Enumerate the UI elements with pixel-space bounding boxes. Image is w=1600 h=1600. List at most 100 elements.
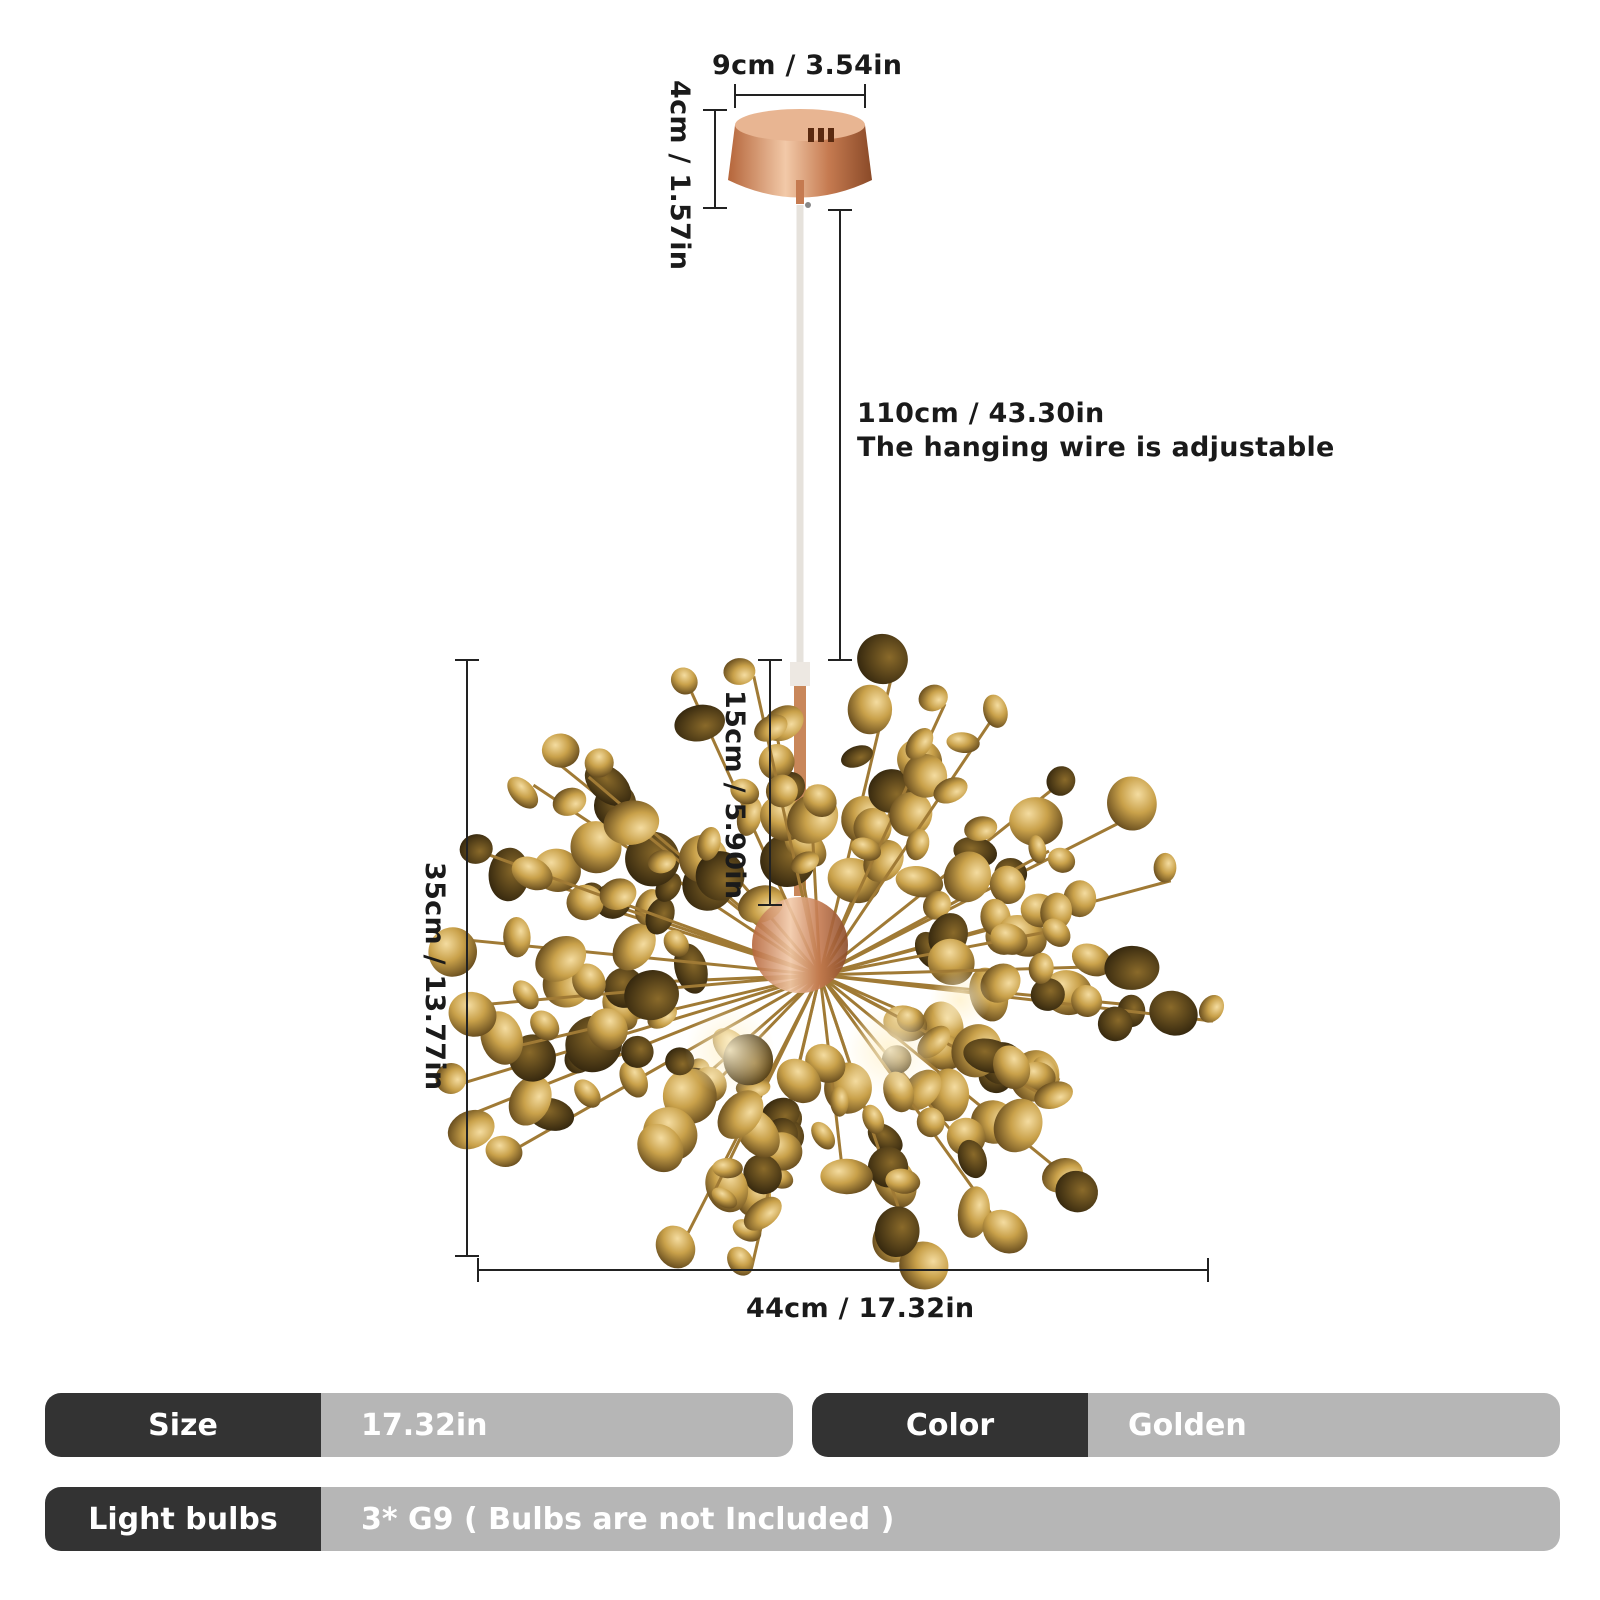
leaf-disc <box>993 1098 1043 1153</box>
leaf-disc <box>1149 990 1198 1036</box>
leaf-disc <box>1097 1006 1133 1042</box>
leaf-disc <box>847 684 893 735</box>
leaf-stem <box>819 973 1214 1023</box>
leaf-disc <box>572 963 606 1000</box>
spec-color-row: Color Golden <box>812 1393 1560 1457</box>
leaf-disc <box>736 796 763 836</box>
leaf-disc <box>946 732 980 753</box>
leaf-disc <box>874 1206 920 1258</box>
leaf-disc <box>552 787 587 816</box>
leaf-disc <box>811 1121 836 1150</box>
leaf-disc <box>1047 847 1076 873</box>
leaf-disc <box>830 1086 849 1117</box>
leaf-disc <box>905 828 930 861</box>
leaf-disc <box>899 1241 949 1290</box>
fixture-height-label: 35cm / 13.77in <box>419 862 450 1091</box>
ceiling-canopy <box>728 109 872 208</box>
leaf-disc <box>776 1058 822 1104</box>
leaf-disc <box>982 1209 1028 1254</box>
leaf-disc <box>1046 766 1076 796</box>
leaf-disc <box>918 684 948 712</box>
leaf-disc <box>584 748 614 778</box>
leaf-disc <box>957 1139 988 1179</box>
leaf-disc <box>717 1090 764 1139</box>
leaf-disc <box>980 963 1021 1003</box>
leaf-disc <box>916 1107 945 1138</box>
leaf-disc <box>1028 952 1054 984</box>
leaf-disc <box>1153 852 1177 883</box>
leaf-disc <box>459 834 493 864</box>
leaf-disc <box>862 1104 885 1134</box>
leaf-disc <box>674 704 725 742</box>
leaf-disc <box>1042 918 1071 947</box>
leaf-disc <box>619 1060 648 1098</box>
leaf-disc <box>637 1123 684 1173</box>
leaf-disc <box>508 1075 552 1126</box>
leaf-disc <box>655 1225 696 1269</box>
leaf-disc <box>603 800 660 845</box>
wire-note-label: The hanging wire is adjustable <box>857 432 1335 463</box>
leaf-disc <box>989 865 1026 905</box>
leaf-disc <box>1009 797 1063 847</box>
leaf-disc <box>511 856 553 891</box>
leaf-disc <box>905 727 934 760</box>
leaf-disc <box>885 1168 921 1194</box>
leaf-disc <box>857 633 908 685</box>
spec-color-value: Golden <box>1088 1393 1560 1457</box>
leaf-stem <box>441 973 821 1091</box>
canopy-height-label: 4cm / 1.57in <box>664 80 695 271</box>
leaf-disc <box>485 1135 523 1168</box>
leaf-disc <box>1030 978 1065 1011</box>
leaf-disc <box>1034 1081 1073 1110</box>
leaf-disc <box>903 753 948 798</box>
leaf-disc <box>895 865 944 898</box>
leaf-disc <box>964 816 998 841</box>
leaf-disc <box>435 1063 467 1094</box>
leaf-disc <box>535 936 587 982</box>
leaf-disc <box>993 1045 1031 1090</box>
spec-size-value: 17.32in <box>321 1393 793 1457</box>
leaf-disc <box>990 923 1028 955</box>
leaf-disc <box>663 930 689 957</box>
dimension-lines <box>455 84 1209 1282</box>
leaf-disc <box>758 743 795 780</box>
canopy-width-label: 9cm / 3.54in <box>712 50 903 81</box>
leaf-disc <box>1071 943 1112 977</box>
leaf-disc <box>621 1035 654 1068</box>
fixture-width-label: 44cm / 17.32in <box>746 1293 975 1324</box>
spec-bulbs-value: 3* G9 ( Bulbs are not Included ) <box>321 1487 1560 1551</box>
spec-size-label: Size <box>45 1393 321 1457</box>
leaf-disc <box>765 774 798 808</box>
leaf-disc <box>841 745 873 768</box>
leaf-disc <box>1055 1170 1098 1213</box>
spec-color-label: Color <box>812 1393 1088 1457</box>
leaf-disc <box>723 658 756 685</box>
leaf-disc <box>803 784 837 818</box>
spec-bulbs-row: Light bulbs 3* G9 ( Bulbs are not Includ… <box>45 1487 1560 1551</box>
leaf-disc <box>957 1186 990 1238</box>
spec-bulbs-label: Light bulbs <box>45 1487 321 1551</box>
leaf-disc <box>943 851 992 903</box>
leaf-disc <box>574 1079 601 1108</box>
leaf-disc <box>612 923 656 971</box>
leaf-disc <box>670 667 698 695</box>
rod-length-label: 15cm / 5.90in <box>719 690 750 900</box>
leaf-disc <box>1071 984 1103 1018</box>
leaf-disc <box>1198 994 1225 1023</box>
leaf-disc <box>790 851 820 874</box>
leaf-disc <box>727 1246 754 1276</box>
leaf-disc <box>850 837 882 861</box>
leaf-disc <box>697 827 721 861</box>
leaf-disc <box>1107 776 1157 831</box>
leaf-disc <box>695 851 745 901</box>
leaf-disc <box>1104 945 1160 990</box>
wire-length-label: 110cm / 43.30in <box>857 398 1105 429</box>
leaf-disc <box>933 777 968 804</box>
leaf-disc <box>428 927 478 977</box>
leaf-disc <box>448 991 497 1037</box>
leaf-disc <box>530 1010 560 1041</box>
leaf-disc <box>712 1157 743 1179</box>
leaf-disc <box>711 1187 738 1209</box>
leaf-disc <box>512 980 539 1010</box>
